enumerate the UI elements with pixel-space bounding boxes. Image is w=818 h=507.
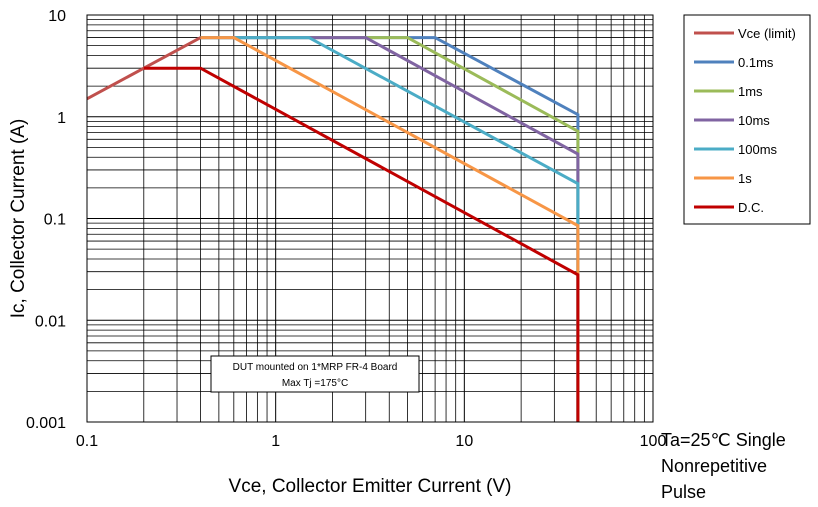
x-axis-title: Vce, Collector Emitter Current (V): [229, 476, 512, 497]
y-axis-title: Ic, Collector Current (A): [8, 119, 29, 319]
grid: [86, 15, 653, 423]
annotation-line-1: DUT mounted on 1*MRP FR-4 Board: [233, 362, 398, 373]
legend-label: 1s: [738, 171, 752, 186]
legend-label: D.C.: [738, 200, 764, 215]
x-tick-label: 0.1: [76, 433, 98, 450]
y-tick-label: 1: [57, 110, 66, 127]
x-tick-label: 100: [640, 433, 667, 450]
legend-label: 10ms: [738, 113, 770, 128]
x-tick-label: 10: [455, 433, 473, 450]
tick-labels: 0.1 1 10 100 0.001 0.01 0.1 1 10: [26, 8, 666, 450]
annotation-line-2: Max Tj =175°C: [282, 378, 348, 389]
test-condition-note: Ta=25℃ Single Nonrepetitive Pulse: [661, 430, 786, 502]
legend: Vce (limit) 0.1ms 1ms 10ms 100ms 1s D.C.: [683, 14, 811, 225]
condition-line-1: Ta=25℃ Single: [661, 430, 786, 450]
condition-line-3: Pulse: [661, 482, 706, 502]
condition-line-2: Nonrepetitive: [661, 456, 767, 476]
y-tick-label: 0.01: [35, 313, 66, 330]
y-tick-label: 10: [48, 8, 66, 25]
legend-label: 0.1ms: [738, 55, 774, 70]
y-tick-label: 0.1: [44, 212, 66, 229]
x-tick-label: 1: [271, 433, 280, 450]
series-line-7: [143, 66, 580, 422]
legend-label: 100ms: [738, 142, 778, 157]
plot-frame: [86, 14, 654, 423]
y-tick-label: 0.001: [26, 415, 66, 432]
legend-label: Vce (limit): [738, 26, 796, 41]
series-lines: [86, 36, 580, 422]
annotation-frame: [210, 355, 420, 393]
annotation-box: DUT mounted on 1*MRP FR-4 Board Max Tj =…: [210, 355, 420, 393]
legend-label: 1ms: [738, 84, 763, 99]
